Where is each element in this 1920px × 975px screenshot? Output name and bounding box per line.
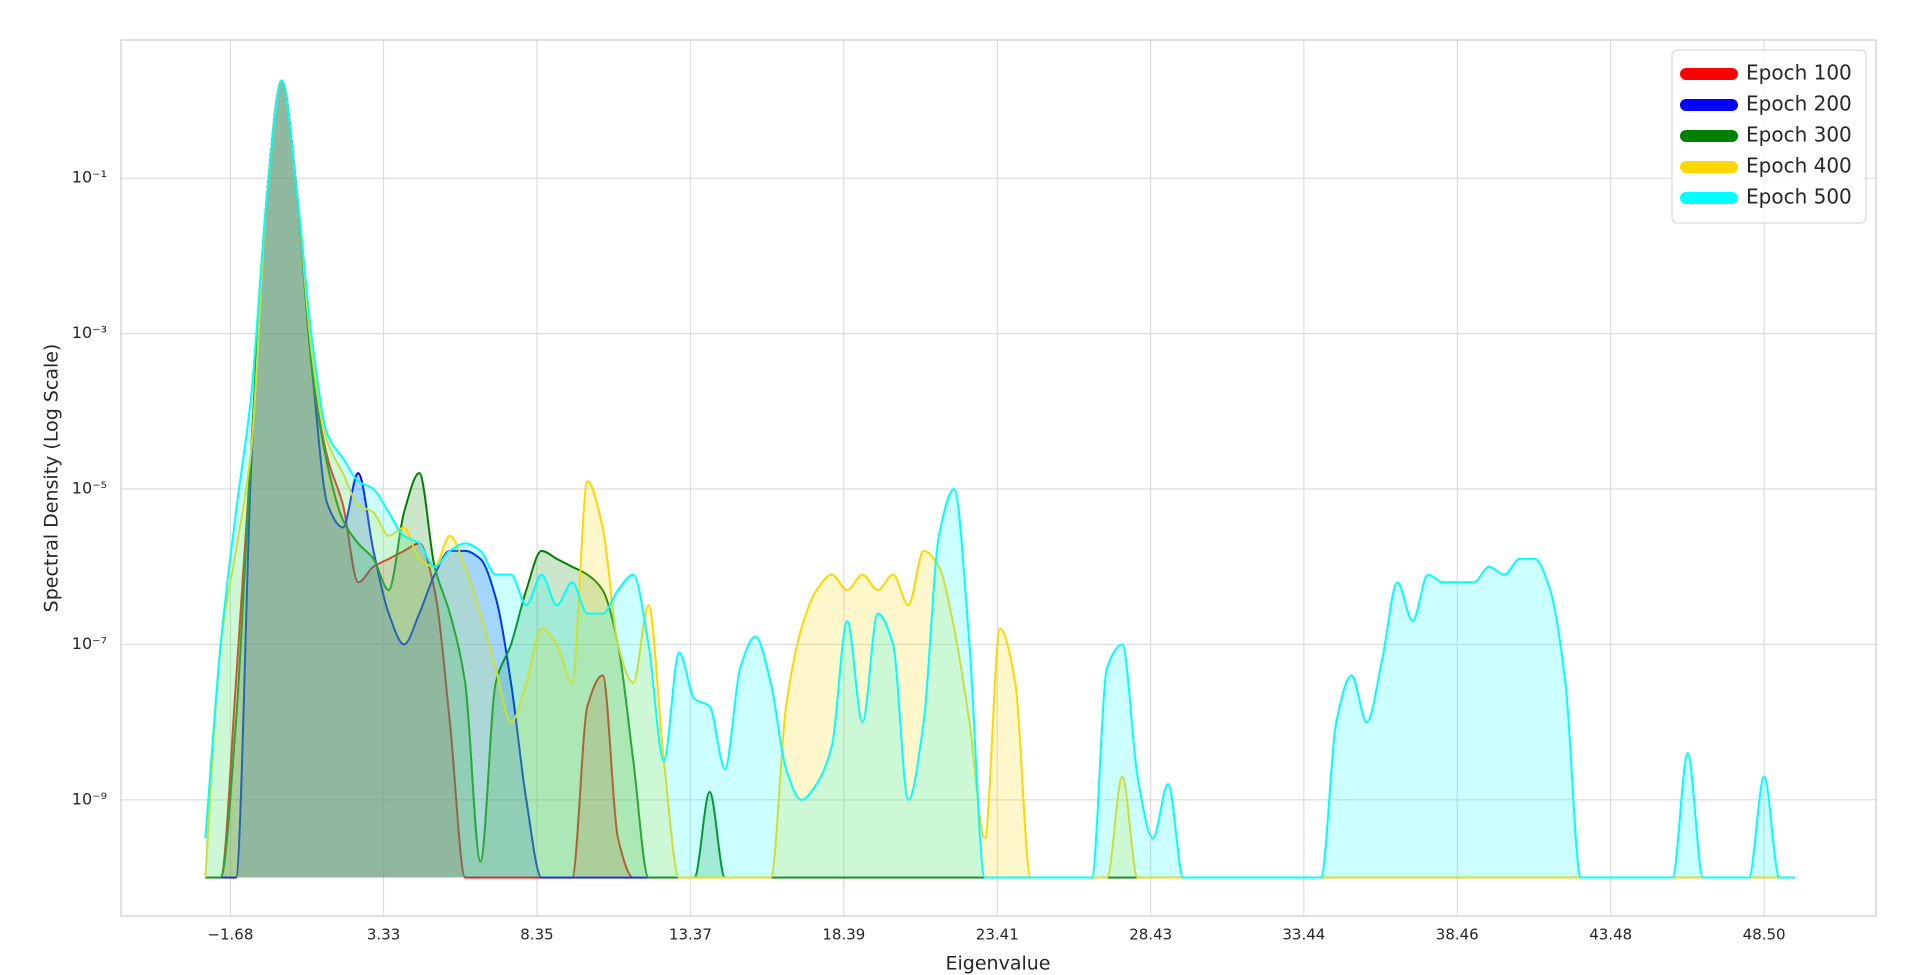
x-tick-label: 28.43 — [1129, 926, 1172, 944]
x-tick-label: 38.46 — [1436, 926, 1479, 944]
area-fill — [205, 80, 1795, 878]
area-fill — [205, 80, 1795, 878]
area-fill — [205, 80, 1795, 878]
plot-frame — [120, 39, 1877, 917]
y-tick-label: 10⁻⁹ — [72, 789, 107, 808]
density-line — [204, 79, 1795, 879]
legend-label: Epoch 200 — [1746, 92, 1852, 116]
x-tick-label: 13.37 — [669, 926, 712, 944]
x-tick-label: 8.35 — [520, 926, 553, 944]
x-tick-label: 3.33 — [367, 926, 400, 944]
y-tick-label: 10⁻⁷ — [72, 634, 107, 653]
y-tick-label: 10⁻¹ — [72, 168, 107, 187]
density-line — [204, 79, 1795, 879]
x-tick-label: −1.68 — [207, 926, 253, 944]
x-tick-label: 43.48 — [1589, 926, 1632, 944]
legend-label: Epoch 400 — [1746, 154, 1852, 178]
legend-label: Epoch 500 — [1746, 185, 1852, 209]
area-fill — [205, 80, 1795, 878]
y-axis-label: Spectral Density (Log Scale) — [41, 344, 63, 613]
area-fill — [205, 80, 1795, 878]
x-tick-label: 33.44 — [1282, 926, 1325, 944]
y-tick-label: 10⁻³ — [72, 323, 107, 342]
x-tick-label: 18.39 — [822, 926, 865, 944]
legend-label: Epoch 300 — [1746, 123, 1852, 147]
legend: Epoch 100 Epoch 200 Epoch 300 Epoch 400 Epoc… — [1671, 49, 1867, 224]
y-tick-label: 10⁻⁵ — [72, 479, 107, 498]
legend-box — [1671, 49, 1867, 224]
x-axis-label: Eigenvalue — [946, 953, 1051, 975]
x-tick-label: 48.50 — [1743, 926, 1786, 944]
x-tick-label: 23.41 — [976, 926, 1019, 944]
legend-label: Epoch 100 — [1746, 61, 1852, 85]
